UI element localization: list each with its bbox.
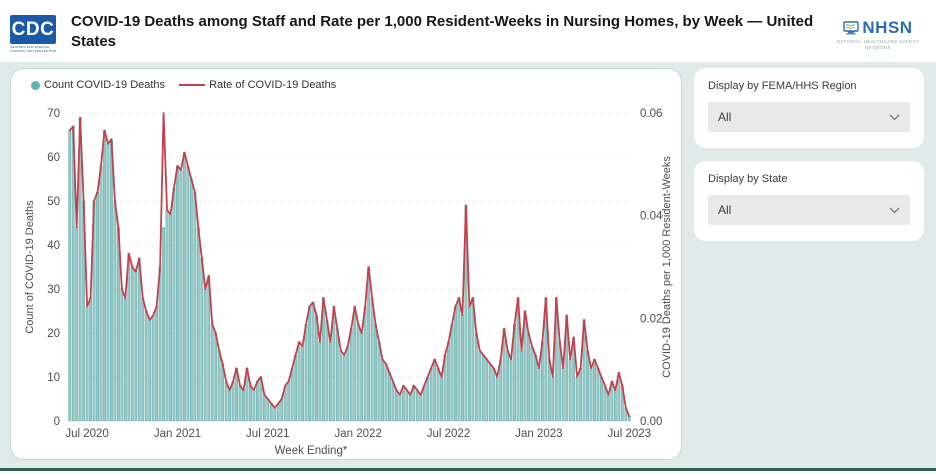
count-series-dot-icon xyxy=(31,80,40,90)
filter-panel: Display by FEMA/HHS Region All Display b… xyxy=(694,68,924,460)
chart-card: Count COVID-19 Deaths Rate of COVID-19 D… xyxy=(10,68,682,460)
svg-text:20: 20 xyxy=(47,328,60,340)
svg-text:COVID-19 Deaths per 1,000 Resi: COVID-19 Deaths per 1,000 Resident-Weeks xyxy=(661,156,673,378)
region-filter-label: Display by FEMA/HHS Region xyxy=(708,80,857,92)
svg-text:Jan 2023: Jan 2023 xyxy=(515,428,562,440)
svg-text:Jan 2022: Jan 2022 xyxy=(335,428,382,440)
chart-legend: Count COVID-19 Deaths Rate of COVID-19 D… xyxy=(31,79,336,91)
svg-text:0.00: 0.00 xyxy=(640,416,662,428)
svg-text:Week Ending*: Week Ending* xyxy=(275,445,348,457)
state-dropdown[interactable]: All xyxy=(708,195,910,225)
filter-card-state: Display by State All xyxy=(694,161,924,241)
nhsn-logo: NHSN NATIONAL HEALTHCARE SAFETY NETWORK xyxy=(832,10,924,51)
svg-text:Jul 2021: Jul 2021 xyxy=(246,428,289,440)
legend-rate-label: Rate of COVID-19 Deaths xyxy=(209,79,337,91)
svg-text:Jul 2022: Jul 2022 xyxy=(427,428,470,440)
legend-count-label: Count COVID-19 Deaths xyxy=(44,79,166,91)
svg-text:Jul 2020: Jul 2020 xyxy=(65,428,108,440)
filter-card-region: Display by FEMA/HHS Region All xyxy=(694,68,924,148)
region-dropdown[interactable]: All xyxy=(708,102,910,132)
page-header: CDC CENTERS FOR DISEASE CONTROL AND PREV… xyxy=(0,0,936,62)
cdc-logo: CDC CENTERS FOR DISEASE CONTROL AND PREV… xyxy=(10,15,57,53)
svg-text:0.02: 0.02 xyxy=(640,313,662,325)
svg-text:70: 70 xyxy=(47,108,60,120)
cdc-logo-text: CDC xyxy=(10,15,56,44)
svg-text:Jul 2023: Jul 2023 xyxy=(608,428,651,440)
monitor-icon xyxy=(843,21,860,35)
cdc-logo-subtitle: CENTERS FOR DISEASE CONTROL AND PREVENTI… xyxy=(10,45,57,53)
footer-bar xyxy=(0,468,936,474)
state-dropdown-value: All xyxy=(718,203,732,217)
svg-text:Count of COVID-19 Deaths: Count of COVID-19 Deaths xyxy=(24,200,36,334)
svg-text:30: 30 xyxy=(47,284,60,296)
dashboard-body: Count COVID-19 Deaths Rate of COVID-19 D… xyxy=(0,62,936,468)
svg-text:10: 10 xyxy=(47,372,60,384)
svg-text:0.06: 0.06 xyxy=(640,108,662,120)
rate-series-line-icon xyxy=(179,84,206,86)
svg-text:40: 40 xyxy=(47,240,60,252)
nhsn-subtitle: NATIONAL HEALTHCARE SAFETY NETWORK xyxy=(836,39,920,50)
nhsn-name: NHSN xyxy=(862,18,913,37)
svg-text:50: 50 xyxy=(47,196,60,208)
page-title: COVID-19 Deaths among Staff and Rate per… xyxy=(71,13,814,50)
svg-text:60: 60 xyxy=(47,152,60,164)
svg-text:0.04: 0.04 xyxy=(640,211,663,223)
legend-item-rate[interactable]: Rate of COVID-19 Deaths xyxy=(179,79,336,91)
legend-item-count[interactable]: Count COVID-19 Deaths xyxy=(31,79,165,91)
svg-text:Jan 2021: Jan 2021 xyxy=(154,428,201,440)
state-filter-label: Display by State xyxy=(708,173,788,185)
svg-text:0: 0 xyxy=(54,416,60,428)
chevron-down-icon xyxy=(889,207,900,213)
region-dropdown-value: All xyxy=(718,110,732,124)
covid-deaths-chart[interactable]: 0 10 20 30 40 50 60 70 0.00 0.02 0.04 0.06 Jul 2020 J… xyxy=(11,69,682,460)
chevron-down-icon xyxy=(889,114,900,120)
